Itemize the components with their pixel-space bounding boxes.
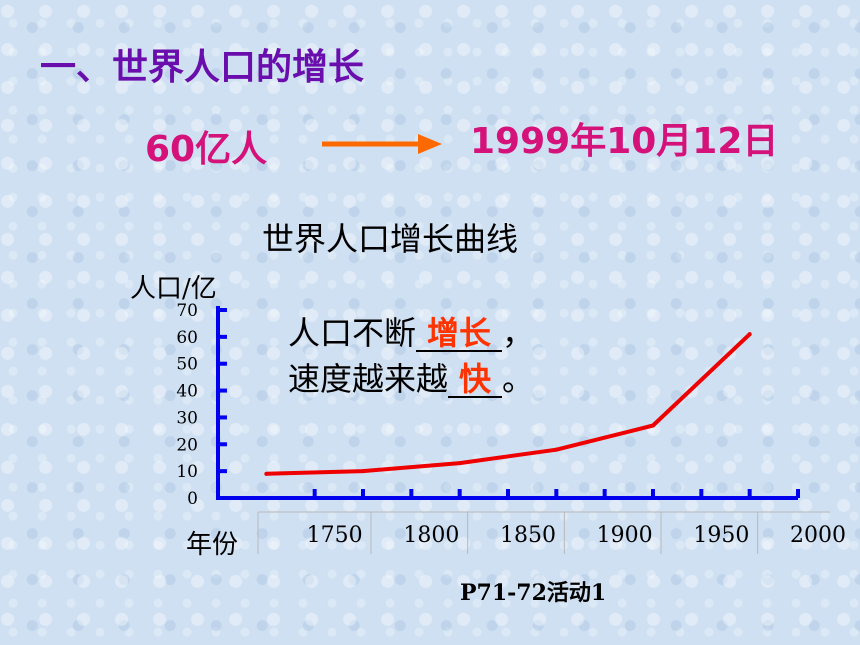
note-line-1: 人口不断 增长 ， bbox=[288, 310, 534, 356]
answer-growth: 增长 bbox=[427, 314, 492, 352]
x-tick-band bbox=[257, 511, 830, 554]
x-axis: 1750 1800 1850 1900 1950 2000 bbox=[216, 489, 846, 548]
y-tick-label: 40 bbox=[176, 382, 198, 402]
right-arrow-icon bbox=[322, 134, 442, 154]
answer-blank-1: 增长 bbox=[416, 314, 503, 352]
y-tick-label: 60 bbox=[176, 328, 198, 348]
y-tick-label: 30 bbox=[176, 408, 198, 428]
y-tick-label: 10 bbox=[176, 462, 198, 482]
note-line1-suffix: ， bbox=[502, 314, 535, 352]
note-line2-suffix: 。 bbox=[502, 360, 535, 398]
population-text: 60亿人 bbox=[145, 129, 268, 170]
data-point bbox=[361, 469, 365, 474]
note-line-2: 速度越来越快。 bbox=[288, 356, 534, 402]
population-series bbox=[264, 332, 752, 476]
data-point bbox=[554, 447, 559, 452]
x-tick-label: 1800 bbox=[403, 523, 459, 548]
chart-title: 世界人口增长曲线 bbox=[262, 220, 519, 258]
source-reference: P71-72活动1 bbox=[460, 580, 607, 606]
y-axis: 0 10 20 30 40 50 60 70 bbox=[176, 301, 227, 509]
data-point bbox=[651, 423, 655, 428]
y-tick-label: 0 bbox=[187, 489, 198, 509]
note-line1-prefix: 人口不断 bbox=[288, 314, 417, 352]
y-axis-label: 人口/亿 bbox=[130, 274, 217, 304]
x-axis-label: 年份 bbox=[186, 530, 239, 560]
slide-heading: 一、世界人口的增长 bbox=[40, 47, 365, 88]
data-point bbox=[457, 461, 462, 466]
note-line2-prefix: 速度越来越 bbox=[288, 360, 449, 398]
y-tick-label: 70 bbox=[176, 301, 198, 321]
data-point bbox=[747, 332, 752, 337]
date-text: 1999年10月12日 bbox=[470, 121, 779, 162]
data-point bbox=[264, 471, 269, 476]
x-tick-label: 1900 bbox=[597, 523, 653, 548]
population-line bbox=[266, 332, 752, 476]
answer-fast: 快 bbox=[459, 360, 492, 398]
y-tick-label: 50 bbox=[176, 355, 198, 375]
x-tick-label: 2000 bbox=[790, 523, 846, 548]
y-tick-label: 20 bbox=[176, 435, 198, 455]
x-tick-label: 1950 bbox=[693, 523, 749, 548]
chart-note: 人口不断 增长 ， 速度越来越快。 bbox=[288, 310, 534, 402]
x-tick-label: 1850 bbox=[500, 523, 556, 548]
answer-blank-2: 快 bbox=[448, 360, 503, 398]
x-tick-label: 1750 bbox=[307, 523, 363, 548]
